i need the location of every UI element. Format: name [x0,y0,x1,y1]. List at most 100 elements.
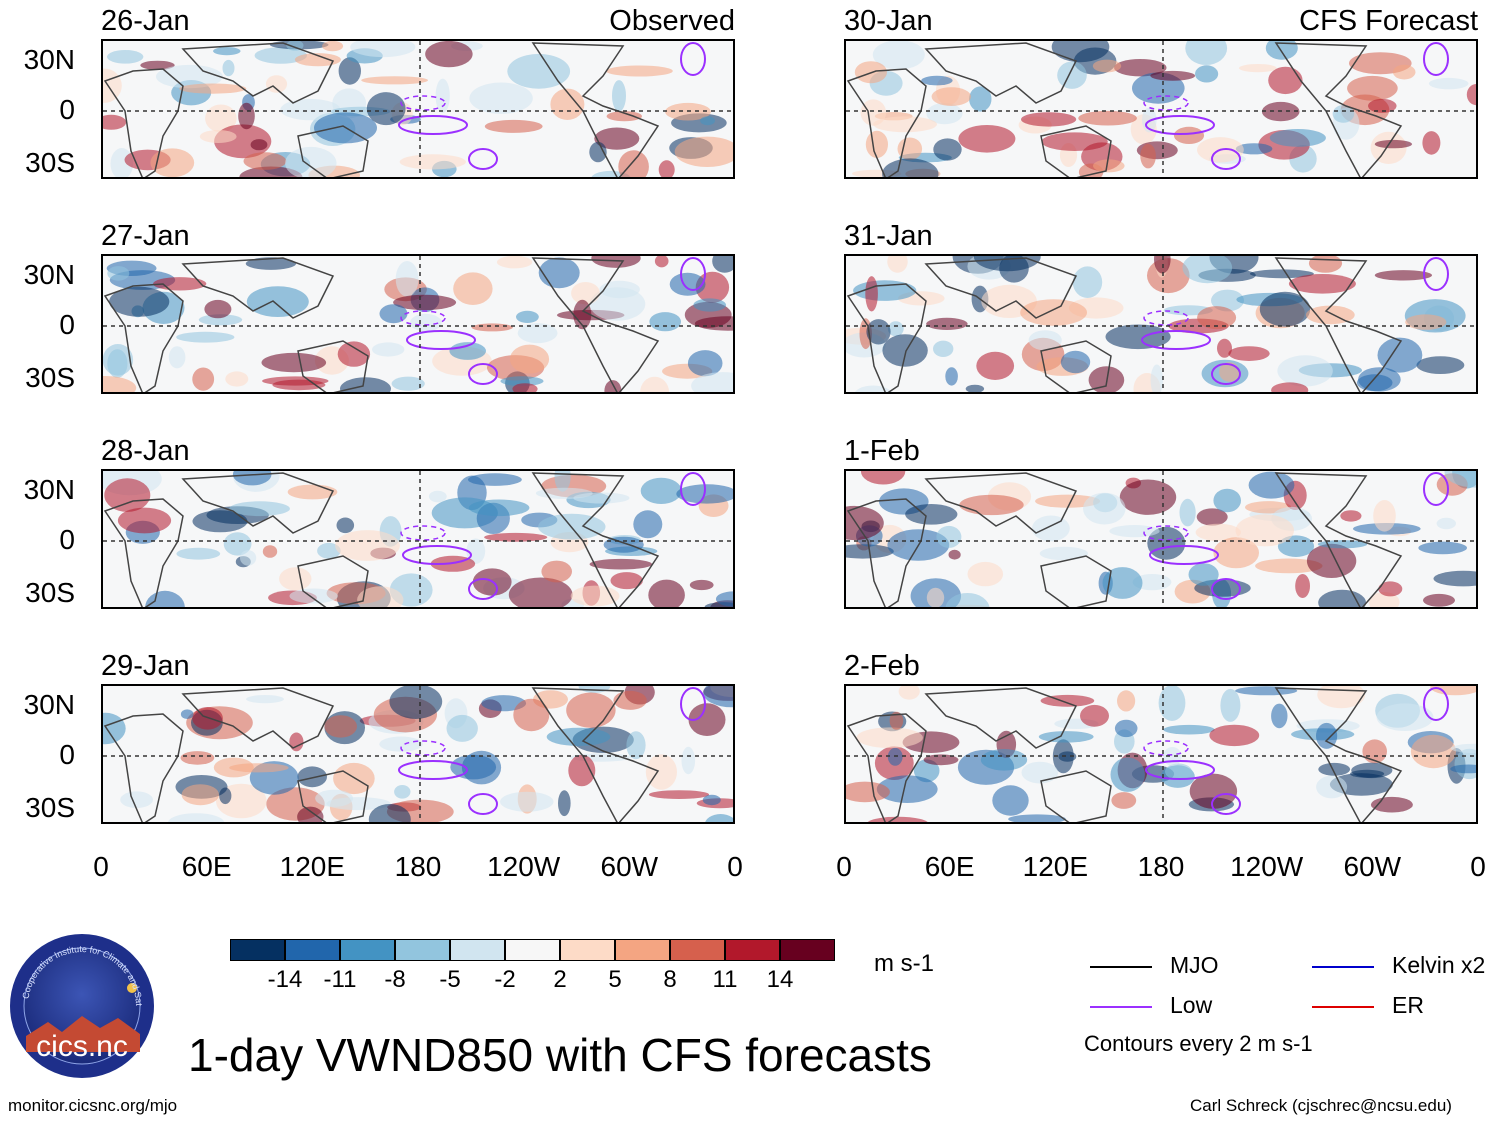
anomaly-shading [109,286,170,317]
anomaly-shading [1368,98,1397,113]
panel-date: 29-Jan [101,650,190,682]
panel-corner-label: Observed [609,5,735,37]
anomaly-shading [936,525,962,548]
anomaly-shading [1039,546,1088,561]
anomaly-shading [399,154,466,170]
anomaly-shading [238,102,255,130]
coastline-africa [846,68,927,177]
anomaly-shading [1466,84,1476,106]
anomaly-shading [167,813,225,822]
contour-low [1145,115,1215,135]
colorbar-swatch [395,939,450,961]
anomaly-shading [872,41,925,70]
anomaly-shading [1041,132,1108,151]
contour-low [1149,545,1219,565]
anomaly-shading [428,490,447,503]
anomaly-shading [204,299,232,319]
anomaly-shading [1182,256,1233,284]
anomaly-shading [1259,291,1311,327]
anomaly-shading [1306,543,1357,578]
anomaly-shading [508,577,573,607]
anomaly-shading [1197,306,1237,330]
anomaly-shading [1173,126,1205,144]
anomaly-shading [340,377,391,392]
anomaly-shading [1213,537,1259,569]
anomaly-shading [285,146,337,177]
anomaly-shading [393,294,457,311]
panel-date: 1-Feb [844,435,920,467]
anomaly-shading [294,53,341,67]
anomaly-shading [554,471,571,492]
anomaly-shading [933,340,954,357]
anomaly-shading [509,344,550,374]
anomaly-shading [322,41,344,52]
anomaly-shading [1195,65,1219,83]
coastline-asia [181,687,335,749]
anomaly-shading [469,82,533,114]
anomaly-shading [1350,769,1385,778]
lat-label: 0 [59,524,75,555]
anomaly-shading [1105,324,1171,350]
anomaly-shading [1317,686,1366,709]
anomaly-shading [1374,270,1432,281]
anomaly-shading [693,298,727,312]
anomaly-shading [1114,59,1167,77]
colorbar-swatch [725,939,780,961]
anomaly-shading [1150,70,1196,81]
anomaly-shading [289,588,338,604]
logo-text: cics.nc [36,1030,128,1063]
anomaly-shading [357,586,404,607]
anomaly-shading [1277,355,1333,387]
anomaly-shading [1165,763,1192,780]
anomaly-shading [1436,517,1456,530]
anomaly-shading [1114,719,1138,738]
coastline-asia [924,687,1078,749]
lon-label: 120E [1022,851,1089,882]
anomaly-shading [860,99,887,126]
legend-label-kelvin: Kelvin x2 [1392,952,1486,978]
colorbar-swatch [780,939,835,961]
legend-note: Contours every 2 m s-1 [1084,1031,1313,1056]
anomaly-shading [516,310,539,323]
contour-low [398,760,468,780]
anomaly-shading [860,471,906,485]
lat-label: 30S [25,792,75,823]
anomaly-shading [262,545,278,558]
anomaly-shading [1332,105,1355,123]
panel-corner-label: CFS Forecast [1299,5,1478,37]
anomaly-shading [945,593,990,607]
anomaly-shading [913,759,940,783]
coastline-africa [103,283,184,392]
coastline-asia [924,257,1078,319]
anomaly-shading [1150,364,1163,392]
anomaly-shading [1271,703,1288,729]
lon-label: 60W [1343,851,1402,882]
anomaly-shading [1444,471,1476,488]
anomaly-shading [589,558,652,570]
anomaly-shading [317,542,341,559]
anomaly-shading [669,272,706,296]
anomaly-shading [1316,722,1338,749]
anomaly-shading [1185,41,1228,65]
anomaly-shading [468,499,530,517]
anomaly-shading [229,501,290,517]
contour-low-negative [400,525,446,541]
panel-date: 26-Jan [101,5,190,37]
anomaly-shading [1347,75,1398,101]
anomaly-shading [658,160,675,177]
contour-low-negative [1143,310,1189,326]
anomaly-shading [391,376,425,391]
anomaly-shading [425,41,473,68]
legend-line-low [1090,1006,1152,1008]
anomaly-shading [933,138,962,161]
anomaly-shading [1288,274,1356,294]
anomaly-shading [145,590,185,607]
anomaly-shading [243,152,287,170]
colorbar-swatch [615,939,670,961]
anomaly-shading [976,351,1015,380]
anomaly-shading [867,816,928,822]
anomaly-shading [1340,510,1362,522]
anomaly-shading [541,560,572,583]
anomaly-shading [887,747,903,766]
anomaly-shading [500,376,544,386]
